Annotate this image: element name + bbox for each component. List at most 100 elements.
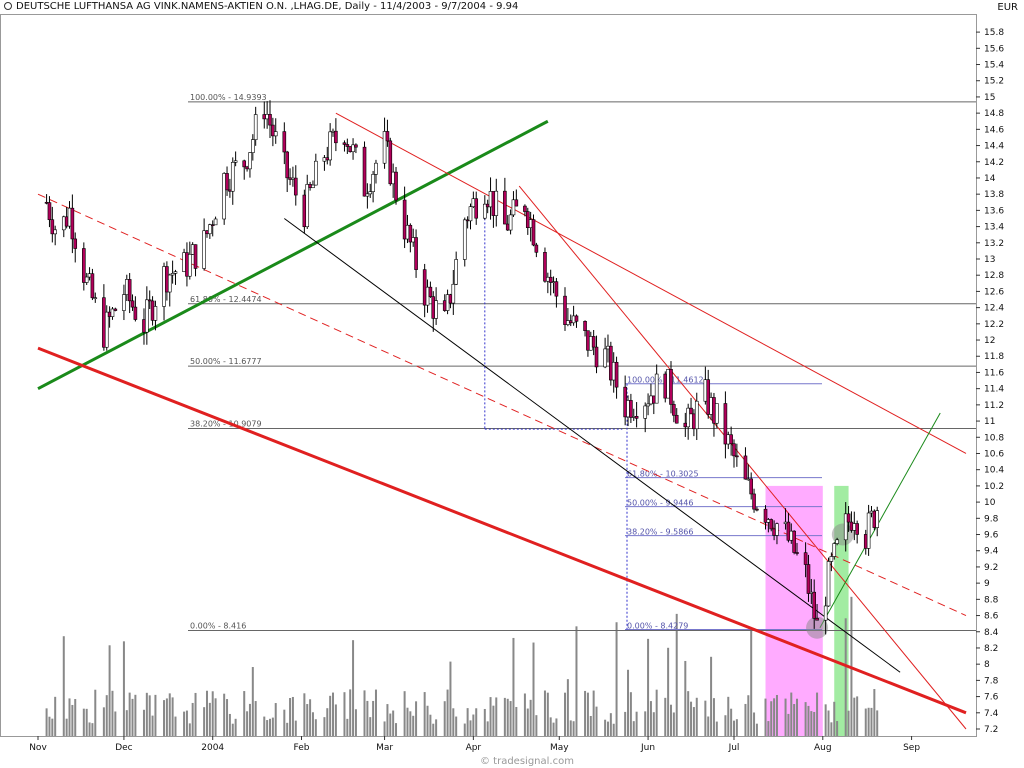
candle-body (342, 142, 347, 145)
candle-body (786, 521, 791, 541)
trendlines (37, 112, 967, 730)
volume-bar (369, 717, 372, 736)
candle-body (124, 279, 129, 295)
candle-body (546, 276, 550, 282)
volume-bar (185, 710, 188, 736)
volume-bar (492, 705, 495, 736)
symbol-icon[interactable] (4, 2, 12, 10)
candle-body (706, 379, 711, 415)
candle-body (611, 361, 616, 381)
fib-label: 61.80% - 12.4474 (190, 295, 262, 304)
volume-bar (793, 704, 796, 736)
volume-bar (214, 698, 217, 736)
candle-body (709, 397, 713, 415)
volume-bar (165, 698, 168, 736)
y-tick-label: 15 (984, 93, 995, 103)
volume-bar (188, 723, 191, 736)
candle-body (666, 369, 670, 399)
volume-bar (446, 689, 449, 736)
volume-bar (627, 669, 630, 736)
y-tick-label: 8.4 (984, 628, 999, 638)
volume-bar (710, 656, 713, 736)
volume-bar (552, 722, 555, 736)
volume-bar (74, 699, 77, 736)
volume-bar (211, 691, 214, 736)
candle-body (150, 300, 155, 321)
candle-body (652, 395, 656, 404)
candle-body (488, 191, 493, 208)
candle-body (411, 237, 416, 243)
candle-body (385, 131, 390, 142)
volume-bar (432, 723, 435, 736)
candle-body (311, 184, 315, 189)
candle-body (689, 407, 693, 415)
trendline-red-dashed-mid (37, 193, 967, 617)
volume-bar (853, 697, 856, 736)
volume-bar (114, 711, 117, 736)
y-tick-label: 15.8 (984, 28, 1004, 38)
candle-body (594, 346, 599, 368)
volume-bar (690, 701, 693, 736)
volume-bar (784, 698, 787, 736)
y-tick-label: 15.2 (984, 77, 1004, 87)
volume-bar (830, 722, 833, 736)
volume-bar (669, 704, 672, 736)
volume-bar (392, 710, 395, 736)
volume-bar (856, 696, 859, 736)
candle-body (766, 519, 771, 523)
candle-body (812, 591, 816, 619)
volume-bar (65, 718, 68, 736)
candle-body (70, 207, 75, 240)
candle-body (654, 373, 659, 404)
volume-bar (652, 712, 655, 736)
volume-bar (466, 708, 469, 736)
candle-body (783, 521, 788, 525)
volume-bar (326, 708, 329, 736)
candle-body (44, 201, 49, 204)
volume-bar (844, 618, 847, 736)
candle-body (563, 295, 567, 325)
candle-body (772, 528, 776, 536)
candle-body (328, 131, 332, 161)
volume-bar (435, 719, 438, 736)
y-tick-label: 8.6 (984, 612, 999, 622)
candle-body (703, 379, 708, 402)
candle-body (614, 361, 619, 388)
candle-body (64, 216, 69, 227)
candle-body (53, 229, 57, 235)
y-tick-label: 12.8 (984, 271, 1004, 281)
axes: 15.8 15.6 15.4 15.2 15 14.8 14.6 14.4 14.2 14 13.8… (0, 14, 1004, 753)
candle-body (170, 273, 175, 276)
candle-body (104, 311, 109, 348)
candle-body (792, 530, 796, 553)
pivot-marker (806, 616, 829, 639)
candle-body (205, 230, 209, 235)
candle-body (388, 140, 393, 185)
volume-bar (455, 716, 458, 736)
volume-bar (314, 719, 317, 736)
candle-body (262, 114, 267, 120)
volume-bar (125, 710, 128, 736)
volume-bar (228, 713, 231, 736)
candle-body (308, 184, 312, 189)
volume-bar (102, 707, 105, 736)
candle-body (623, 386, 627, 418)
y-tick-label: 10.4 (984, 466, 1004, 476)
volume-bar (615, 622, 618, 736)
volume-bar (423, 692, 426, 736)
candle-body (726, 434, 731, 445)
volume-bar (649, 701, 652, 736)
y-tick-label: 13.2 (984, 239, 1004, 249)
volume-bar (523, 693, 526, 736)
volume-bar (512, 637, 515, 736)
volume-bar (589, 715, 592, 736)
volume-bar (463, 723, 466, 736)
volume-bar (283, 709, 286, 736)
fib-minor-label: 61.80% - 10.3025 (627, 470, 699, 479)
candle-body (829, 556, 834, 562)
volume-bar (148, 695, 151, 736)
y-tick-label: 11.4 (984, 385, 1004, 395)
volume-bar (154, 694, 157, 736)
